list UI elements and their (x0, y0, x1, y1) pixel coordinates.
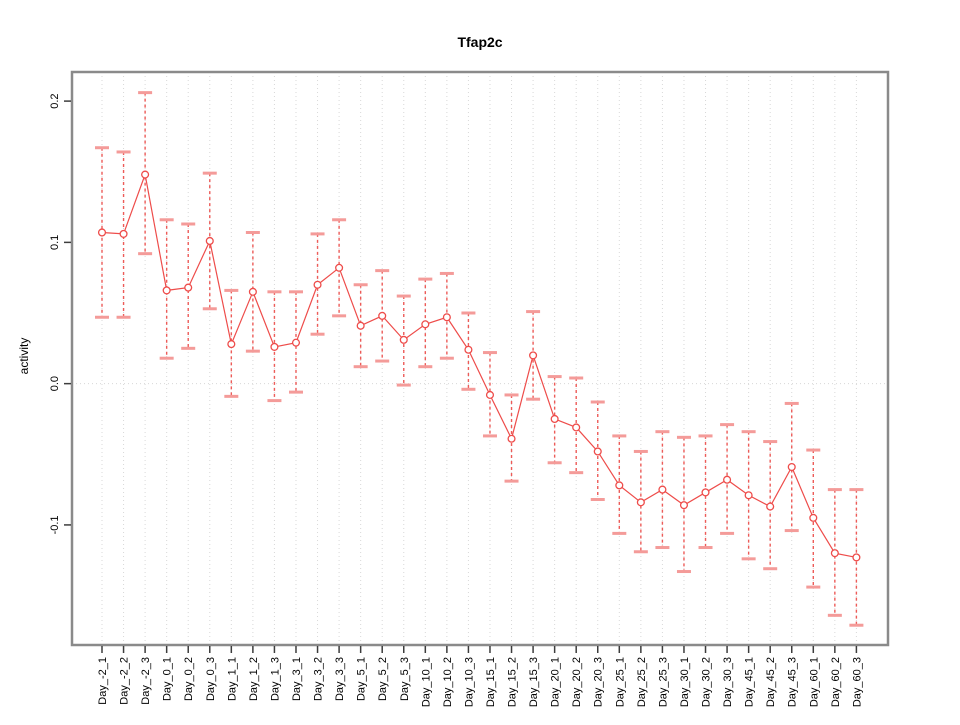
x-tick-label: Day_-2_3 (140, 657, 152, 705)
x-tick-label: Day_3_3 (334, 657, 346, 701)
data-point (248, 287, 257, 296)
x-tick-label: Day_10_1 (420, 657, 432, 707)
gridlines (72, 72, 888, 645)
x-tick-label: Day_5_3 (399, 657, 411, 701)
x-tick-label: Day_25_2 (636, 657, 648, 707)
y-tick-label: 0.0 (49, 376, 61, 391)
data-point (636, 498, 645, 507)
x-tick-label: Day_0_2 (183, 657, 195, 701)
data-point (507, 434, 516, 443)
x-tick-label: Day_-2_2 (119, 657, 131, 705)
x-tick-label: Day_30_3 (722, 657, 734, 707)
plot-box (70, 70, 890, 647)
x-tick-label: Day_60_1 (808, 657, 820, 707)
x-tick-label: Day_1_1 (226, 657, 238, 701)
data-point (335, 263, 344, 272)
data-point (572, 423, 581, 432)
data-point (679, 501, 689, 510)
data-point (205, 236, 214, 246)
data-point (550, 414, 559, 424)
data-point (744, 491, 753, 500)
series-polyline (101, 172, 857, 558)
data-point (227, 340, 236, 349)
x-tick-label: Day_3_1 (291, 657, 303, 701)
data-point (119, 229, 128, 238)
y-tick-label: -0.1 (49, 515, 61, 534)
data-point (399, 335, 408, 344)
data-point (593, 447, 602, 456)
data-point (356, 321, 365, 330)
data-point (270, 342, 279, 351)
data-points (97, 170, 861, 562)
data-point (658, 485, 667, 494)
y-tick-labels: -0.1 0.0 0.1 0.2 (49, 93, 61, 534)
x-tick-label: Day_15_2 (507, 657, 519, 707)
x-tick-label: Day_15_3 (528, 657, 540, 707)
data-point (701, 488, 710, 497)
data-point (464, 345, 473, 354)
x-tick-label: Day_20_1 (550, 657, 562, 707)
data-point (766, 502, 775, 511)
data-point (141, 170, 150, 179)
x-tick-label: Day_-2_1 (97, 657, 109, 705)
x-tick-labels: Day_-2_1 Day_-2_2 Day_-2_3 Day_0_1 Day_0_2 Da… (97, 657, 863, 707)
x-tick-label: Day_45_2 (765, 657, 777, 707)
x-tick-label: Day_10_2 (442, 657, 454, 707)
axis-ticks (64, 100, 858, 653)
data-point (485, 390, 495, 399)
data-point (313, 280, 322, 289)
data-point (378, 311, 387, 320)
x-tick-label: Day_10_3 (463, 657, 475, 707)
y-tick-label: 0.1 (49, 235, 61, 250)
x-tick-label: Day_45_1 (744, 657, 756, 707)
x-tick-label: Day_60_2 (830, 657, 842, 707)
x-tick-label: Day_5_2 (377, 657, 389, 701)
data-point (421, 320, 430, 329)
x-tick-label: Day_20_3 (593, 657, 605, 707)
data-point (291, 338, 301, 347)
data-point (97, 228, 107, 237)
x-tick-label: Day_15_1 (485, 657, 497, 707)
x-tick-label: Day_30_2 (701, 657, 713, 707)
data-point (162, 286, 171, 295)
data-point (830, 549, 839, 558)
x-tick-label: Day_30_1 (679, 657, 691, 707)
data-point (723, 475, 732, 484)
chart-title: Tfap2c (457, 34, 502, 50)
x-tick-label: Day_3_2 (313, 657, 325, 701)
y-tick-label: 0.2 (49, 93, 61, 108)
x-tick-label: Day_1_2 (248, 657, 260, 701)
data-point (529, 351, 538, 360)
x-tick-label: Day_0_3 (205, 657, 217, 701)
x-tick-label: Day_60_3 (851, 657, 863, 707)
x-tick-label: Day_20_2 (571, 657, 583, 707)
data-point (442, 313, 451, 322)
data-point (809, 513, 818, 522)
x-tick-label: Day_0_1 (162, 657, 174, 701)
data-point (852, 553, 861, 562)
x-tick-label: Day_25_1 (614, 657, 626, 707)
y-axis-title: activity (17, 338, 31, 375)
data-point (787, 462, 796, 472)
series-line (101, 172, 857, 558)
x-tick-label: Day_5_1 (356, 657, 368, 701)
data-point (184, 283, 193, 292)
x-tick-label: Day_45_3 (787, 657, 799, 707)
x-tick-label: Day_1_3 (269, 657, 281, 701)
plot-frame (70, 70, 890, 647)
data-point (615, 481, 624, 490)
x-tick-label: Day_25_3 (657, 657, 669, 707)
